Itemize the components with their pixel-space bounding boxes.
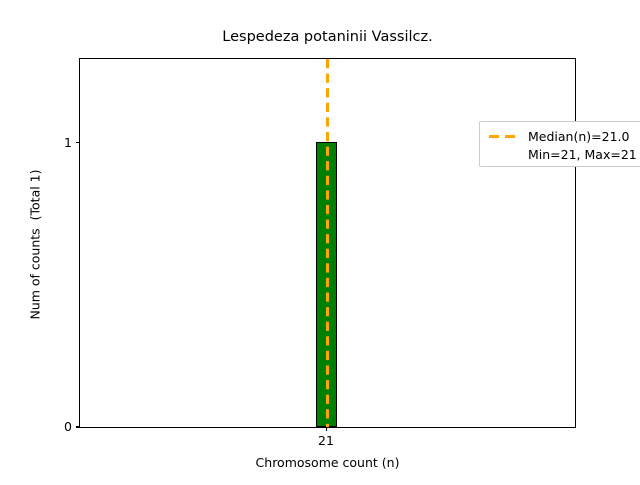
legend-label-range: Min=21, Max=21 xyxy=(528,147,637,162)
plot-area: 0 1 21 Median(n)=21.0 Min=21, Max=21 xyxy=(64,58,640,447)
x-axis-label: Chromosome count (n) xyxy=(255,455,400,470)
xtick-label-21: 21 xyxy=(318,433,334,448)
ytick-label-0: 0 xyxy=(64,418,72,434)
legend-label-median: Median(n)=21.0 xyxy=(528,129,630,144)
ytick-mark-1 xyxy=(76,141,80,143)
xtick-mark-21 xyxy=(326,427,328,431)
chart-title: Lespedeza potaninii Vassilcz. xyxy=(222,29,433,45)
ytick-label-1: 1 xyxy=(64,134,72,150)
y-axis-label: Num of counts (Total 1) xyxy=(27,169,43,320)
ytick-mark-0 xyxy=(76,426,80,428)
legend: Median(n)=21.0 Min=21, Max=21 xyxy=(479,121,640,167)
median-line xyxy=(325,59,329,427)
plot-inner xyxy=(80,59,575,427)
legend-median-line-icon xyxy=(489,135,519,138)
